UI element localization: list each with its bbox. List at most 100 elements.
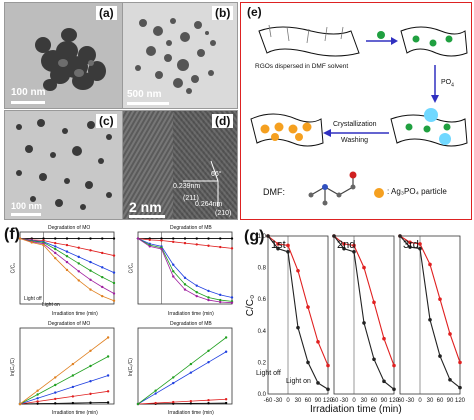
data-point-3-1 [154, 389, 157, 392]
f2-title: Degradation of MB [170, 225, 212, 231]
f1-xlabel: Irradiation time (min) [52, 311, 98, 317]
data-point-0-5 [224, 401, 228, 405]
series-line-4 [137, 238, 233, 304]
data-point-1-3 [189, 399, 193, 403]
y-tick-label: 0.4 [258, 329, 267, 335]
data-point-1-5 [77, 246, 80, 249]
data-point-0-2 [286, 243, 290, 248]
data-point-2-3 [189, 371, 193, 374]
data-point-0-3 [71, 401, 75, 405]
data-point-2-2 [54, 391, 57, 394]
data-point-2-4 [183, 276, 187, 280]
d-angle: 66° [211, 171, 222, 178]
data-point-5-5 [77, 279, 80, 282]
scale-text-c: 100 nm [11, 201, 43, 211]
x-tick-label: 90 [447, 398, 454, 404]
series-line-1 [137, 398, 227, 405]
f1-light-on: Light on [42, 302, 60, 308]
plot-frame [137, 231, 233, 305]
f3-ylabel: ln(C₀/C) [9, 358, 16, 376]
data-point-1-3 [296, 325, 300, 330]
data-point-0-3 [189, 402, 193, 405]
x-tick-label: 120 [323, 398, 334, 404]
data-point-4-8 [230, 301, 234, 304]
series-line-1 [399, 235, 461, 389]
data-point-4-0 [136, 237, 140, 240]
data-point-4-7 [219, 300, 222, 304]
data-point-0-3 [296, 268, 300, 273]
x-tick-label: 30 [295, 398, 302, 404]
data-point-4-1 [148, 245, 151, 248]
scheme-drawing [250, 24, 468, 206]
plot-frame [267, 235, 329, 395]
data-point-1-2 [352, 250, 356, 254]
data-point-2-2 [172, 381, 175, 385]
data-point-1-7 [219, 245, 222, 249]
data-point-0-2 [160, 237, 163, 240]
x-tick-label: 90 [315, 398, 322, 404]
data-point-4-4 [183, 288, 187, 291]
data-point-2-1 [36, 397, 39, 400]
data-point-4-5 [195, 294, 198, 298]
data-point-1-4 [183, 241, 187, 245]
data-point-1-2 [54, 397, 57, 401]
data-point-4-2 [160, 247, 163, 251]
y-tick-label: 0.2 [258, 360, 267, 366]
data-point-0-4 [65, 237, 69, 240]
data-point-1-6 [458, 385, 462, 390]
data-point-1-6 [89, 249, 92, 252]
f1-title: Degradation of MO [48, 225, 91, 231]
data-point-2-3 [54, 245, 57, 248]
data-point-2-7 [101, 266, 104, 269]
data-point-1-5 [195, 243, 198, 246]
tem-particles-b [123, 3, 237, 108]
data-point-1-7 [101, 251, 104, 255]
po4-sub: 4 [451, 82, 454, 89]
data-point-4-0 [18, 402, 22, 406]
scheme-text-rgo: RGOs dispersed in DMF solvent [255, 63, 349, 70]
panel-label-c: (c) [96, 114, 117, 128]
chart-g: -60 -30 0 30 60 90 1200.00.20.40.60.81.01st-60… [258, 234, 466, 404]
data-point-1-5 [224, 398, 228, 401]
data-point-4-7 [101, 285, 104, 289]
f2-ylabel: C/C₀ [128, 262, 135, 274]
data-point-1-1 [408, 245, 412, 249]
data-point-0-4 [372, 300, 376, 305]
data-point-1-3 [428, 317, 432, 322]
data-point-2-5 [106, 374, 110, 377]
data-point-0-2 [352, 243, 356, 248]
x-tick-label: -60 [396, 398, 405, 404]
data-point-0-6 [392, 363, 396, 368]
data-point-5-3 [54, 256, 57, 260]
panel-label-g: (g) [244, 228, 265, 245]
series-line-1 [19, 390, 109, 405]
plot-frame [19, 327, 115, 405]
data-point-3-3 [172, 270, 175, 273]
data-point-4-3 [172, 275, 175, 278]
data-point-1-1 [36, 400, 39, 403]
data-point-1-5 [316, 381, 320, 385]
series-line-2 [137, 351, 227, 405]
f1-light-off: Light off [24, 296, 42, 302]
d-spacing-2: 0.264nm [195, 201, 223, 208]
data-point-0-8 [112, 237, 116, 240]
x-tick-label: 0 [418, 398, 422, 404]
data-point-2-5 [77, 255, 80, 259]
data-point-0-5 [316, 340, 320, 344]
data-point-3-4 [65, 255, 69, 258]
series-line-0 [333, 235, 395, 366]
data-point-3-4 [89, 364, 92, 368]
f3-title: Degradation of MO [48, 321, 91, 327]
data-point-1-4 [372, 357, 376, 362]
data-point-2-4 [207, 361, 210, 364]
data-point-1-2 [172, 400, 175, 404]
data-point-0-7 [101, 237, 104, 240]
data-point-5-7 [101, 294, 104, 298]
tem-particles-a [5, 3, 122, 108]
series-line-0 [267, 235, 329, 366]
scheme-text-po4: PO4 [441, 79, 454, 88]
f4-ylabel: ln(C₀/C) [127, 358, 134, 376]
subplot-title: 3rd [403, 239, 419, 251]
plot-frame [19, 231, 115, 305]
data-point-3-3 [54, 247, 57, 251]
